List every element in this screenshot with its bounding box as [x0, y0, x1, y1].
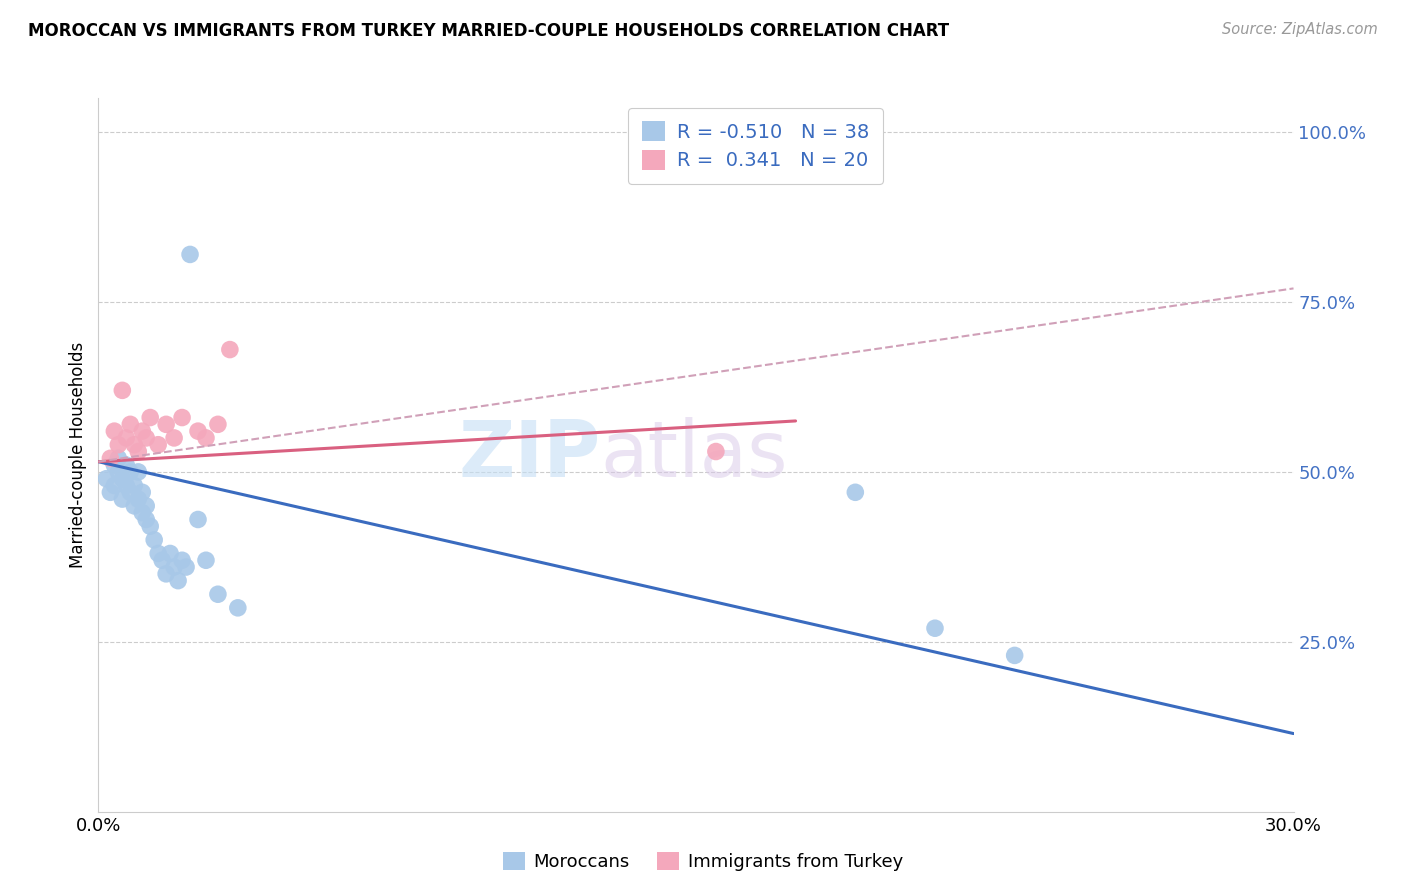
Point [159, 546, 181, 560]
Point [131, 485, 153, 500]
Point [219, 343, 242, 357]
Point [148, 546, 170, 560]
Point [115, 431, 138, 445]
Point [120, 485, 142, 500]
Point [131, 424, 153, 438]
Point [135, 512, 157, 526]
Point [207, 587, 229, 601]
Point [207, 417, 229, 432]
Point [98, 451, 122, 466]
Text: ZIP: ZIP [458, 417, 600, 493]
Point [194, 553, 218, 567]
Point [844, 485, 866, 500]
Point [107, 465, 129, 479]
Point [111, 492, 134, 507]
Text: MOROCCAN VS IMMIGRANTS FROM TURKEY MARRIED-COUPLE HOUSEHOLDS CORRELATION CHART: MOROCCAN VS IMMIGRANTS FROM TURKEY MARRI… [28, 22, 949, 40]
Point [172, 410, 194, 425]
Point [127, 465, 149, 479]
Point [103, 478, 125, 492]
Point [704, 444, 727, 458]
Point [111, 472, 134, 486]
Point [115, 458, 138, 472]
Point [131, 506, 153, 520]
Point [163, 431, 186, 445]
Point [103, 424, 125, 438]
Text: Source: ZipAtlas.com: Source: ZipAtlas.com [1222, 22, 1378, 37]
Point [135, 499, 157, 513]
Point [155, 566, 177, 581]
Y-axis label: Married-couple Households: Married-couple Households [69, 342, 87, 568]
Point [148, 438, 170, 452]
Point [107, 438, 129, 452]
Point [115, 478, 138, 492]
Legend: Moroccans, Immigrants from Turkey: Moroccans, Immigrants from Turkey [496, 845, 910, 879]
Point [124, 438, 146, 452]
Point [150, 553, 173, 567]
Point [139, 519, 162, 533]
Point [187, 512, 209, 526]
Point [111, 384, 134, 398]
Point [187, 424, 209, 438]
Point [1004, 648, 1026, 663]
Text: atlas: atlas [600, 417, 787, 493]
Point [139, 410, 162, 425]
Point [167, 574, 190, 588]
Point [924, 621, 946, 635]
Point [120, 417, 142, 432]
Point [98, 485, 122, 500]
Point [124, 499, 146, 513]
Point [179, 247, 201, 261]
Point [174, 560, 197, 574]
Point [127, 492, 149, 507]
Point [194, 431, 218, 445]
Point [172, 553, 194, 567]
Point [155, 417, 177, 432]
Point [163, 560, 186, 574]
Point [226, 600, 249, 615]
Point [135, 431, 157, 445]
Point [127, 444, 149, 458]
Point [124, 478, 146, 492]
Point [96, 472, 118, 486]
Point [107, 451, 129, 466]
Point [120, 465, 142, 479]
Legend: R = -0.510   N = 38, R =  0.341   N = 20: R = -0.510 N = 38, R = 0.341 N = 20 [628, 108, 883, 184]
Point [143, 533, 166, 547]
Point [103, 458, 125, 472]
